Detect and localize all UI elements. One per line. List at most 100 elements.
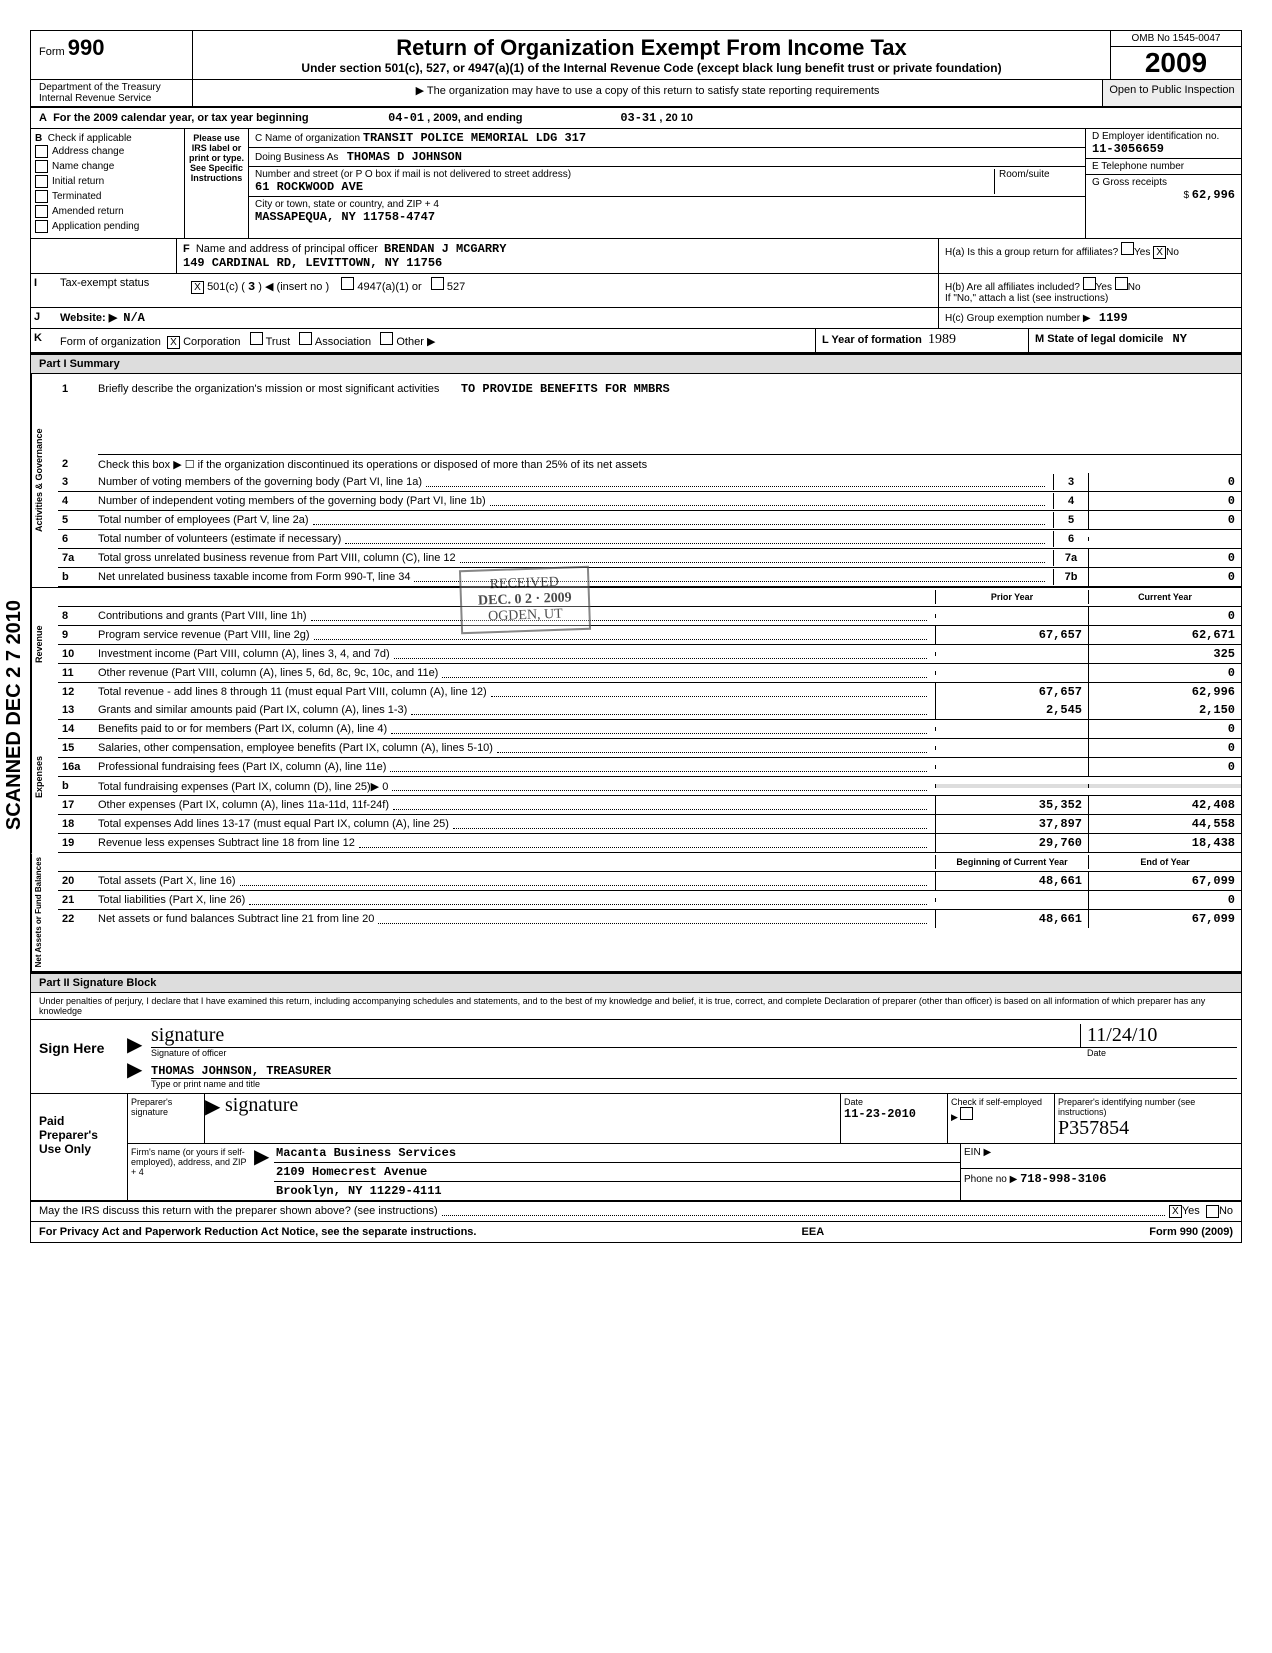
- other-checkbox[interactable]: [380, 332, 393, 345]
- prior-value: [935, 652, 1088, 656]
- dba-label: Doing Business As: [255, 152, 338, 163]
- line-box: 7b: [1053, 569, 1088, 585]
- row-a-label: A: [39, 112, 47, 124]
- pending-label: Application pending: [52, 221, 139, 232]
- pending-checkbox[interactable]: [35, 220, 48, 233]
- name-change-checkbox[interactable]: [35, 160, 48, 173]
- j-label: J: [31, 308, 57, 328]
- terminated-checkbox[interactable]: [35, 190, 48, 203]
- please-box: Please use IRS label or print or type. S…: [185, 129, 249, 238]
- hb-yes-checkbox[interactable]: [1083, 277, 1096, 290]
- prep-sig-label: Preparer's signature: [128, 1094, 205, 1143]
- k-text: Form of organization: [60, 336, 161, 348]
- summary-line: 3 Number of voting members of the govern…: [58, 473, 1241, 492]
- l-label: L Year of formation: [822, 334, 922, 346]
- line-text: Benefits paid to or for members (Part IX…: [94, 721, 935, 737]
- f-label: F: [183, 243, 190, 255]
- line-num: 6: [58, 531, 94, 547]
- line-text: Number of independent voting members of …: [94, 493, 1053, 509]
- summary-line: 11 Other revenue (Part VIII, column (A),…: [58, 664, 1241, 683]
- line-text: Grants and similar amounts paid (Part IX…: [94, 702, 935, 718]
- 501c-checkbox[interactable]: X: [191, 281, 204, 294]
- prior-value: [935, 746, 1088, 750]
- terminated-label: Terminated: [52, 191, 101, 202]
- 501c-label: 501(c) (: [207, 281, 245, 293]
- summary-activities: Activities & Governance 1 Briefly descri…: [31, 374, 1241, 587]
- line-num: 5: [58, 512, 94, 528]
- prior-value: 29,760: [935, 834, 1088, 852]
- line-num: b: [58, 778, 94, 794]
- col-d: D Employer identification no. 11-3056659…: [1085, 129, 1241, 238]
- city: MASSAPEQUA, NY 11758-4747: [255, 210, 1079, 224]
- prior-value: [935, 784, 1088, 788]
- discuss-yes-checkbox[interactable]: X: [1169, 1205, 1182, 1218]
- assoc-label: Association: [315, 336, 371, 348]
- scanned-stamp: SCANNED DEC 2 7 2010: [3, 600, 26, 830]
- section-bcd: B Check if applicable Address change Nam…: [31, 129, 1241, 239]
- org-name-label: C Name of organization: [255, 133, 360, 144]
- line-num: 15: [58, 740, 94, 756]
- ha-no: No: [1166, 247, 1179, 258]
- form-ref: Form 990 (2009): [1149, 1226, 1233, 1238]
- ha-label: H(a) Is this a group return for affiliat…: [945, 247, 1118, 258]
- prior-value: [935, 727, 1088, 731]
- notice-box: ▶ The organization may have to use a cop…: [193, 80, 1102, 106]
- line-text: Net assets or fund balances Subtract lin…: [94, 911, 935, 927]
- current-value: 18,438: [1088, 834, 1241, 852]
- sign-here-section: Sign Here ▶▶ signature 11/24/10 Signatur…: [31, 1020, 1241, 1094]
- city-label: City or town, state or country, and ZIP …: [255, 199, 1079, 210]
- end-year-header: End of Year: [1088, 855, 1241, 869]
- ha-no-checkbox[interactable]: X: [1153, 246, 1166, 259]
- 501c-num: 3: [248, 280, 255, 294]
- hb-no-checkbox[interactable]: [1115, 277, 1128, 290]
- summary-line: b Total fundraising expenses (Part IX, c…: [58, 777, 1241, 796]
- hc-label: H(c) Group exemption number ▶: [945, 313, 1091, 324]
- section-i: I Tax-exempt status X 501(c) ( 3 ) ◀ (in…: [31, 274, 1241, 308]
- prior-year-header: Prior Year: [935, 590, 1088, 604]
- line-num: 12: [58, 684, 94, 700]
- corp-checkbox[interactable]: X: [167, 336, 180, 349]
- current-value: 0: [1088, 607, 1241, 625]
- current-value: 0: [1088, 664, 1241, 682]
- trust-checkbox[interactable]: [250, 332, 263, 345]
- line-text: Other expenses (Part IX, column (A), lin…: [94, 797, 935, 813]
- line-num: b: [58, 569, 94, 585]
- assoc-checkbox[interactable]: [299, 332, 312, 345]
- 527-checkbox[interactable]: [431, 277, 444, 290]
- i-text: Tax-exempt status: [57, 274, 188, 307]
- part1-header: Part I Summary: [31, 354, 1241, 374]
- line-text: Total number of employees (Part V, line …: [94, 512, 1053, 528]
- summary-netassets: Net Assets or Fund Balances Beginning of…: [31, 853, 1241, 973]
- line2-num: 2: [58, 456, 94, 472]
- side-activities: Activities & Governance: [31, 374, 58, 587]
- paid-preparer-section: Paid Preparer's Use Only Preparer's sign…: [31, 1094, 1241, 1202]
- amended-checkbox[interactable]: [35, 205, 48, 218]
- row-a-text: For the 2009 calendar year, or tax year …: [53, 112, 309, 124]
- ein: 11-3056659: [1092, 142, 1235, 156]
- eea: EEA: [802, 1226, 825, 1238]
- ha-yes-checkbox[interactable]: [1121, 242, 1134, 255]
- 501c-end: ) ◀ (insert no ): [258, 281, 329, 293]
- current-value: 0: [1088, 891, 1241, 909]
- year-formation: 1989: [928, 332, 956, 347]
- line-num: 21: [58, 892, 94, 908]
- addr-change-checkbox[interactable]: [35, 145, 48, 158]
- line-num: 8: [58, 608, 94, 624]
- sign-date: 11/24/10: [1087, 1024, 1157, 1046]
- current-value: 62,671: [1088, 626, 1241, 644]
- 4947-checkbox[interactable]: [341, 277, 354, 290]
- discuss-no-checkbox[interactable]: [1206, 1205, 1219, 1218]
- prior-value: 35,352: [935, 796, 1088, 814]
- self-emp-checkbox[interactable]: [960, 1107, 973, 1120]
- section-fh: F Name and address of principal officer …: [31, 239, 1241, 274]
- summary-line: 15 Salaries, other compensation, employe…: [58, 739, 1241, 758]
- officer-addr: 149 CARDINAL RD, LEVITTOWN, NY 11756: [183, 256, 442, 270]
- initial-checkbox[interactable]: [35, 175, 48, 188]
- line-text: Total fundraising expenses (Part IX, col…: [94, 778, 935, 795]
- corp-label: Corporation: [183, 336, 240, 348]
- line-box: 3: [1053, 474, 1088, 490]
- part2-header: Part II Signature Block: [31, 973, 1241, 993]
- line-text: Number of voting members of the governin…: [94, 474, 1053, 490]
- m-label: M State of legal domicile: [1035, 333, 1163, 345]
- firm-city: Brooklyn, NY 11229-4111: [274, 1182, 960, 1200]
